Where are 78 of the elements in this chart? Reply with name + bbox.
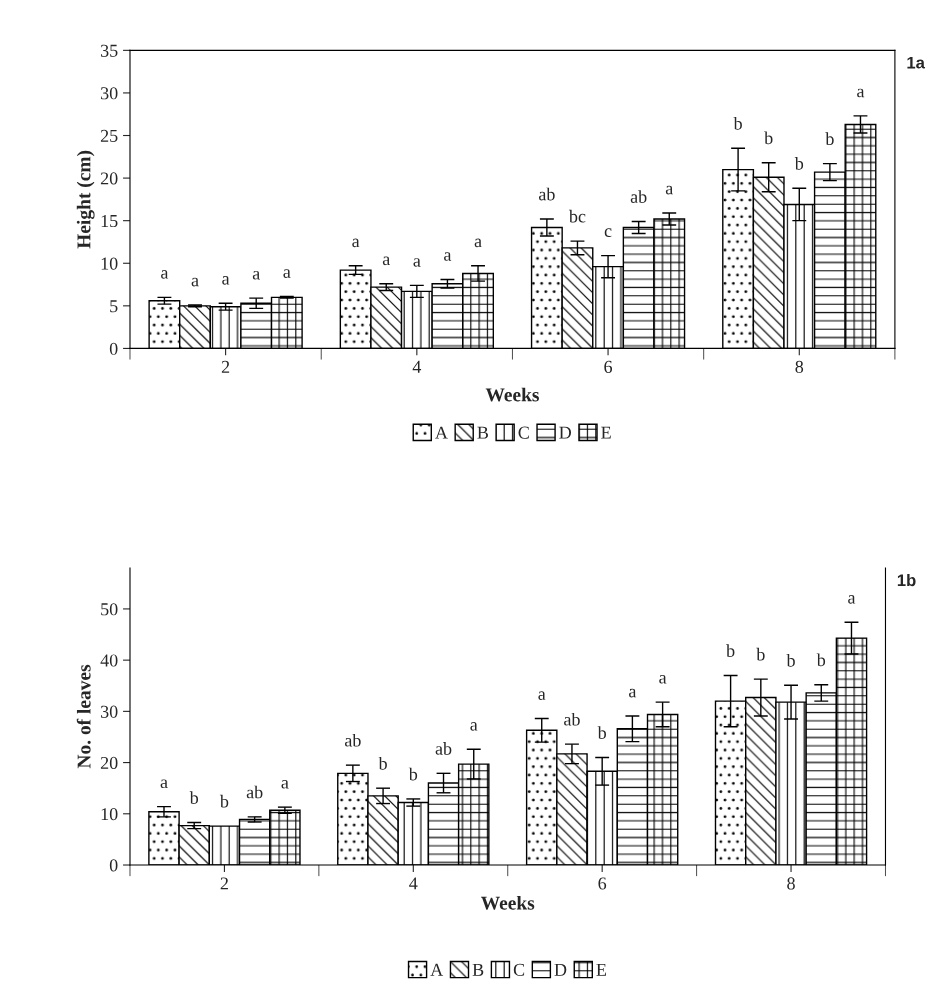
y-tick-label: 20: [100, 756, 118, 770]
x-tick-label: 6: [598, 877, 607, 890]
legend-label: E: [596, 963, 607, 976]
data-label: a: [222, 276, 230, 285]
data-label: ab: [344, 733, 361, 747]
text: 1a: [907, 56, 926, 69]
data-label: a: [161, 270, 169, 279]
data-label: a: [352, 238, 360, 248]
x-axis-title: Weeks: [481, 895, 535, 910]
data-label: bc: [568, 209, 586, 223]
y-tick-label: 10: [101, 257, 118, 270]
x-axis-title: Weeks: [485, 387, 539, 402]
legend-label: A: [430, 963, 444, 976]
x-tick-label: 2: [220, 877, 228, 890]
x-tick-label: 4: [412, 360, 422, 373]
data-label: b: [726, 644, 735, 657]
data-label: b: [597, 726, 606, 739]
x-tick-label: 8: [795, 360, 804, 373]
data-label: a: [281, 779, 289, 789]
data-label: ab: [538, 187, 555, 201]
x-tick-label: 6: [604, 360, 613, 373]
x-tick-label: 4: [409, 877, 418, 890]
text: 1b: [897, 573, 916, 587]
data-label: a: [191, 277, 199, 287]
y-tick-label: 20: [100, 172, 118, 185]
y-tick-label: 30: [101, 705, 118, 718]
data-label: a: [382, 256, 390, 266]
data-label: ab: [246, 785, 263, 799]
x-tick-label: 8: [787, 877, 795, 890]
data-label: a: [629, 688, 637, 698]
legend-label: A: [435, 426, 448, 439]
data-label: a: [848, 595, 856, 604]
data-label: ab: [435, 742, 452, 755]
legend-label: D: [559, 426, 572, 439]
y-tick-label: 35: [101, 44, 118, 57]
y-tick-label: 0: [109, 342, 118, 355]
data-label: a: [444, 252, 452, 261]
data-label: a: [413, 258, 421, 267]
data-label: a: [474, 238, 482, 248]
data-label: a: [659, 674, 667, 684]
y-axis-title: Height (cm): [76, 150, 95, 249]
legend-label: C: [513, 963, 525, 976]
legend-label: D: [554, 963, 567, 976]
y-tick-label: 30: [101, 87, 118, 100]
y-tick-label: 25: [100, 129, 118, 142]
y-axis-title: No. of leaves: [76, 664, 91, 769]
y-tick-label: 5: [110, 300, 118, 313]
data-label: b: [764, 131, 773, 145]
data-label: b: [189, 791, 199, 804]
data-label: a: [160, 779, 168, 789]
data-label: c: [604, 228, 612, 238]
data-label: b: [816, 653, 826, 667]
data-label: b: [408, 767, 418, 781]
data-label: a: [252, 270, 260, 280]
y-tick-label: 10: [101, 808, 118, 821]
data-label: a: [538, 691, 546, 701]
data-label: a: [470, 722, 478, 731]
data-label: b: [786, 654, 795, 667]
y-tick-label: 15: [101, 215, 118, 228]
data-label: b: [733, 117, 742, 130]
legend-label: B: [477, 426, 488, 439]
data-label: b: [378, 756, 387, 770]
x-tick-label: 2: [221, 360, 230, 373]
data-label: a: [283, 269, 291, 278]
data-label: b: [794, 157, 804, 170]
legend-label: B: [472, 963, 484, 976]
data-label: a: [665, 185, 674, 195]
data-label: ab: [630, 190, 647, 203]
legend-label: E: [601, 426, 611, 439]
data-label: b: [219, 794, 229, 808]
data-label: a: [857, 88, 865, 98]
y-tick-label: 0: [109, 859, 118, 872]
data-label: b: [756, 647, 765, 661]
data-label: ab: [564, 712, 580, 726]
y-tick-label: 40: [100, 654, 118, 667]
legend-label: C: [518, 426, 529, 439]
data-label: b: [825, 132, 834, 146]
y-tick-label: 50: [101, 603, 118, 616]
